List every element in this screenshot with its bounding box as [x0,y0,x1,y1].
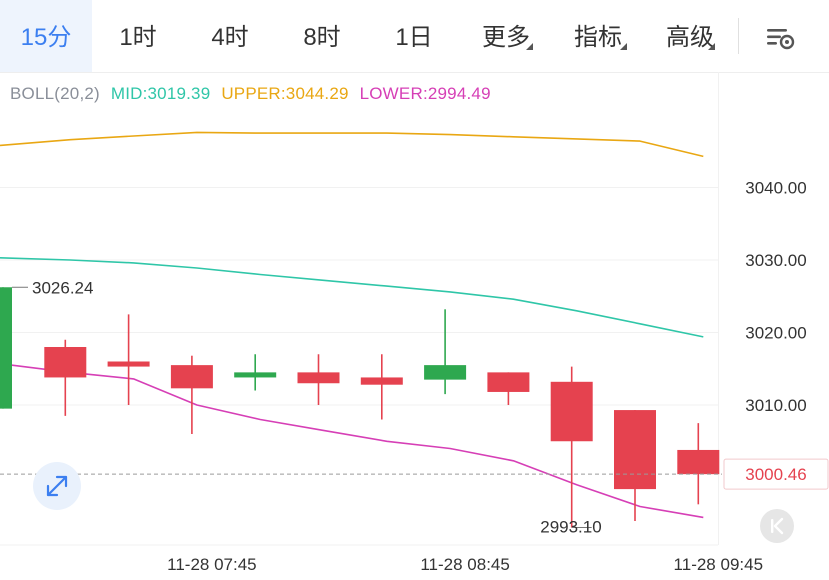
boll-lower-value: LOWER:2994.49 [359,84,491,103]
candle-body [677,449,720,475]
boll-mid-line [0,257,704,338]
tab-more[interactable]: 更多 [460,0,552,72]
dropdown-triangle-icon [620,43,627,50]
candle-body [107,361,150,367]
fullscreen-button[interactable] [33,462,81,510]
tab-advanced[interactable]: 高级 [644,0,736,72]
tab-1d[interactable]: 1日 [368,0,460,72]
min-price-label: 2993.10 [540,518,601,537]
boll-upper-value: UPPER:3044.29 [221,84,349,103]
boll-name: BOLL(20,2) [10,84,100,103]
candle-body [424,365,467,380]
y-tick-label: 3040.00 [745,179,806,198]
y-tick-label: 3010.00 [745,396,806,415]
scroll-to-latest-button[interactable] [760,509,794,543]
candle-body [360,377,403,385]
expand-arrows-icon [46,475,68,497]
max-price-label: 3026.24 [32,278,93,297]
candle-body [614,410,656,490]
y-tick-label: 3020.00 [745,324,806,343]
dropdown-triangle-icon [526,43,533,50]
candle-body [550,381,593,442]
tab-15min[interactable]: 15分 [0,0,92,72]
boll-mid-value: MID:3019.39 [110,84,211,103]
dropdown-triangle-icon [708,43,715,50]
tab-label: 4时 [211,24,249,51]
y-tick-label: 3030.00 [745,251,806,270]
boll-upper-line [0,131,704,158]
x-tick-label: 11-28 08:45 [420,555,509,574]
tab-8h[interactable]: 8时 [276,0,368,72]
tab-label: 更多 [482,24,530,51]
candle-body [170,365,213,389]
candle-body [297,372,340,384]
tab-label: 指标 [574,24,622,51]
boll-lower-line [0,362,704,519]
tab-label: 高级 [666,24,714,51]
timeframe-tab-bar: 15分 1时 4时 8时 1日 更多 指标 高级 [0,0,829,73]
tab-label: 15分 [20,24,72,51]
candle-body [487,372,530,392]
current-price-tag [723,458,829,490]
x-tick-label: 11-28 09:45 [674,555,763,574]
tab-1h[interactable]: 1时 [92,0,184,72]
tab-divider [738,18,739,54]
tab-label: 1日 [395,24,433,51]
tab-label: 1时 [119,24,157,51]
candle-body [44,347,87,378]
chart-settings-button[interactable] [760,18,800,58]
candle-body [0,287,12,409]
x-tick-label: 11-28 07:45 [167,555,256,574]
current-price-label: 3000.46 [745,465,806,484]
scroll-to-latest-icon [771,517,784,535]
candle-body [234,372,277,378]
tab-label: 8时 [303,24,341,51]
tab-indicators[interactable]: 指标 [552,0,644,72]
boll-legend: BOLL(20,2) MID:3019.39 UPPER:3044.29 LOW… [10,84,491,104]
chart-settings-icon [767,29,795,50]
tab-4h[interactable]: 4时 [184,0,276,72]
